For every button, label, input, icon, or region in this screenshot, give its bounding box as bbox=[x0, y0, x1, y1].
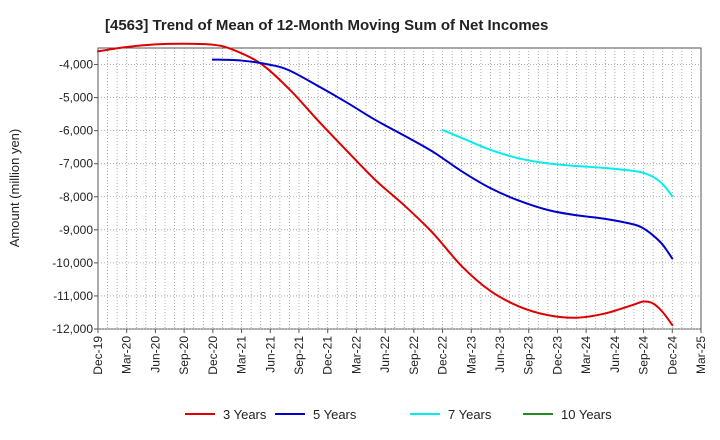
x-tick-label: Dec-22 bbox=[436, 336, 450, 375]
chart-title: [4563] Trend of Mean of 12-Month Moving … bbox=[105, 17, 548, 34]
x-tick-label: Mar-22 bbox=[349, 336, 363, 374]
legend-label-7-years: 7 Years bbox=[448, 407, 492, 422]
y-tick-label: -12,000 bbox=[52, 322, 93, 336]
legend-label-5-years: 5 Years bbox=[313, 407, 357, 422]
x-tick-label: Dec-21 bbox=[321, 336, 335, 375]
legend-label-3-years: 3 Years bbox=[223, 407, 267, 422]
x-tick-label: Sep-21 bbox=[292, 336, 306, 375]
x-tick-label: Dec-24 bbox=[665, 336, 679, 375]
plot-area bbox=[97, 47, 702, 330]
x-tick-label: Mar-21 bbox=[235, 336, 249, 374]
y-tick-label: -5,000 bbox=[59, 91, 93, 105]
y-tick-label: -11,000 bbox=[53, 289, 93, 303]
legend: 3 Years 5 Years 7 Years 10 Years bbox=[185, 407, 612, 422]
x-tick-label: Mar-23 bbox=[464, 336, 478, 374]
y-tick-label: -6,000 bbox=[59, 124, 93, 138]
y-axis: -4,000 -5,000 -6,000 -7,000 -8,000 -9,000 -10,… bbox=[52, 58, 98, 336]
x-tick-label: Sep-24 bbox=[637, 336, 651, 375]
y-tick-label: -10,000 bbox=[52, 256, 93, 270]
y-tick-label: -9,000 bbox=[59, 223, 93, 237]
y-axis-label: Amount (million yen) bbox=[7, 129, 22, 248]
x-axis: Dec-19 Mar-20 Jun-20 Sep-20 Dec-20 Mar-21 Jun-… bbox=[91, 329, 708, 375]
x-tick-label: Jun-24 bbox=[608, 336, 622, 373]
y-tick-label: -7,000 bbox=[59, 157, 93, 171]
series-line-3-years bbox=[97, 42, 674, 327]
x-tick-label: Mar-25 bbox=[694, 336, 708, 374]
y-tick-label: -4,000 bbox=[59, 58, 93, 72]
x-tick-label: Mar-24 bbox=[579, 336, 593, 374]
x-tick-label: Sep-20 bbox=[177, 336, 191, 375]
grid bbox=[98, 48, 701, 330]
x-tick-label: Dec-19 bbox=[91, 336, 105, 375]
x-tick-label: Mar-20 bbox=[120, 336, 134, 374]
x-tick-label: Sep-23 bbox=[522, 336, 536, 375]
x-tick-label: Jun-21 bbox=[263, 336, 277, 373]
y-tick-label: -8,000 bbox=[59, 190, 93, 204]
series-line-7-years bbox=[441, 128, 674, 198]
x-tick-label: Jun-20 bbox=[148, 336, 162, 373]
x-tick-label: Dec-23 bbox=[550, 336, 564, 375]
series-lines bbox=[97, 42, 674, 327]
x-tick-label: Sep-22 bbox=[407, 336, 421, 375]
x-tick-label: Dec-20 bbox=[206, 336, 220, 375]
x-tick-label: Jun-22 bbox=[378, 336, 392, 373]
series-line-5-years bbox=[211, 58, 674, 260]
legend-label-10-years: 10 Years bbox=[561, 407, 612, 422]
x-tick-label: Jun-23 bbox=[493, 336, 507, 373]
